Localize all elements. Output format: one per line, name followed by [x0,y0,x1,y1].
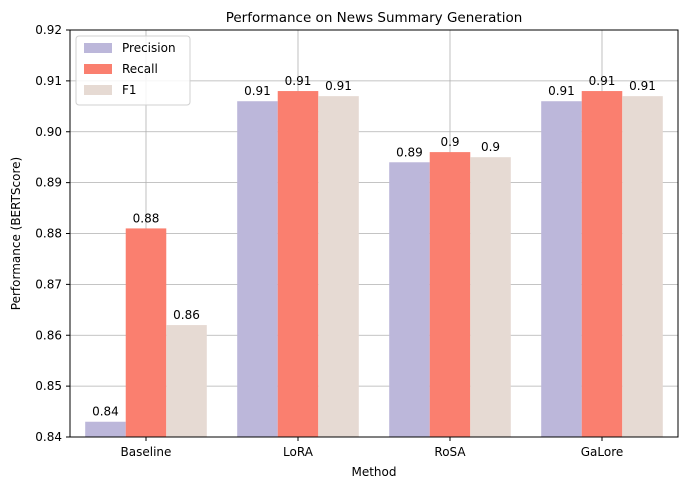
bar-f1-baseline [166,325,207,437]
x-tick-label: RoSA [434,445,466,459]
legend-swatch-f1 [84,85,112,95]
data-label: 0.89 [396,145,423,159]
bar-f1-lora [318,96,359,437]
data-label: 0.88 [133,211,160,225]
y-tick-label: 0.86 [35,328,62,342]
y-tick-label: 0.90 [35,125,62,139]
data-labels: 0.84 0.91 0.89 0.91 0.88 0.91 0.9 0.91 0.86 0.91 0… [92,74,656,419]
data-label: 0.91 [589,74,616,88]
legend-swatch-precision [84,43,112,53]
y-tick-label: 0.92 [35,23,62,37]
legend-label-precision: Precision [122,41,176,55]
data-label: 0.91 [325,79,352,93]
y-tick-label: 0.89 [35,176,62,190]
data-label: 0.86 [173,308,200,322]
data-label: 0.91 [285,74,312,88]
bar-recall-galore [581,91,623,438]
bar-f1-galore [622,96,663,437]
legend-label-recall: Recall [122,62,158,76]
legend-swatch-recall [84,64,112,74]
x-tick-label: GaLore [581,445,624,459]
x-tick-label: LoRA [283,445,314,459]
y-tick-label: 0.84 [35,430,62,444]
bar-f1-rosa [470,157,511,437]
bar-precision-galore [541,101,582,437]
bar-recall-lora [277,91,319,438]
y-tick-label: 0.91 [35,74,62,88]
x-axis-label: Method [351,465,396,479]
bar-precision-rosa [389,162,430,437]
data-label: 0.91 [244,84,271,98]
data-label: 0.9 [481,140,500,154]
data-label: 0.91 [548,84,575,98]
data-label: 0.9 [440,135,459,149]
bar-recall-rosa [429,152,471,437]
data-label: 0.84 [92,405,119,419]
legend-label-f1: F1 [122,83,137,97]
y-tick-label: 0.85 [35,379,62,393]
chart-title: Performance on News Summary Generation [226,10,523,26]
legend: Precision Recall F1 [75,35,191,106]
data-label: 0.91 [629,79,656,93]
y-tick-label: 0.87 [35,277,62,291]
bar-recall-baseline [125,228,167,437]
bar-precision-baseline [85,421,126,437]
x-tick-label: Baseline [121,445,172,459]
y-tick-label: 0.88 [35,227,62,241]
axis-ticks: 0.84 0.85 0.86 0.87 0.88 0.89 0.90 0.91 0.92 Base… [35,23,623,459]
bar-precision-lora [237,101,278,437]
bars [85,91,663,438]
y-axis-label: Performance (BERTScore) [9,157,23,310]
